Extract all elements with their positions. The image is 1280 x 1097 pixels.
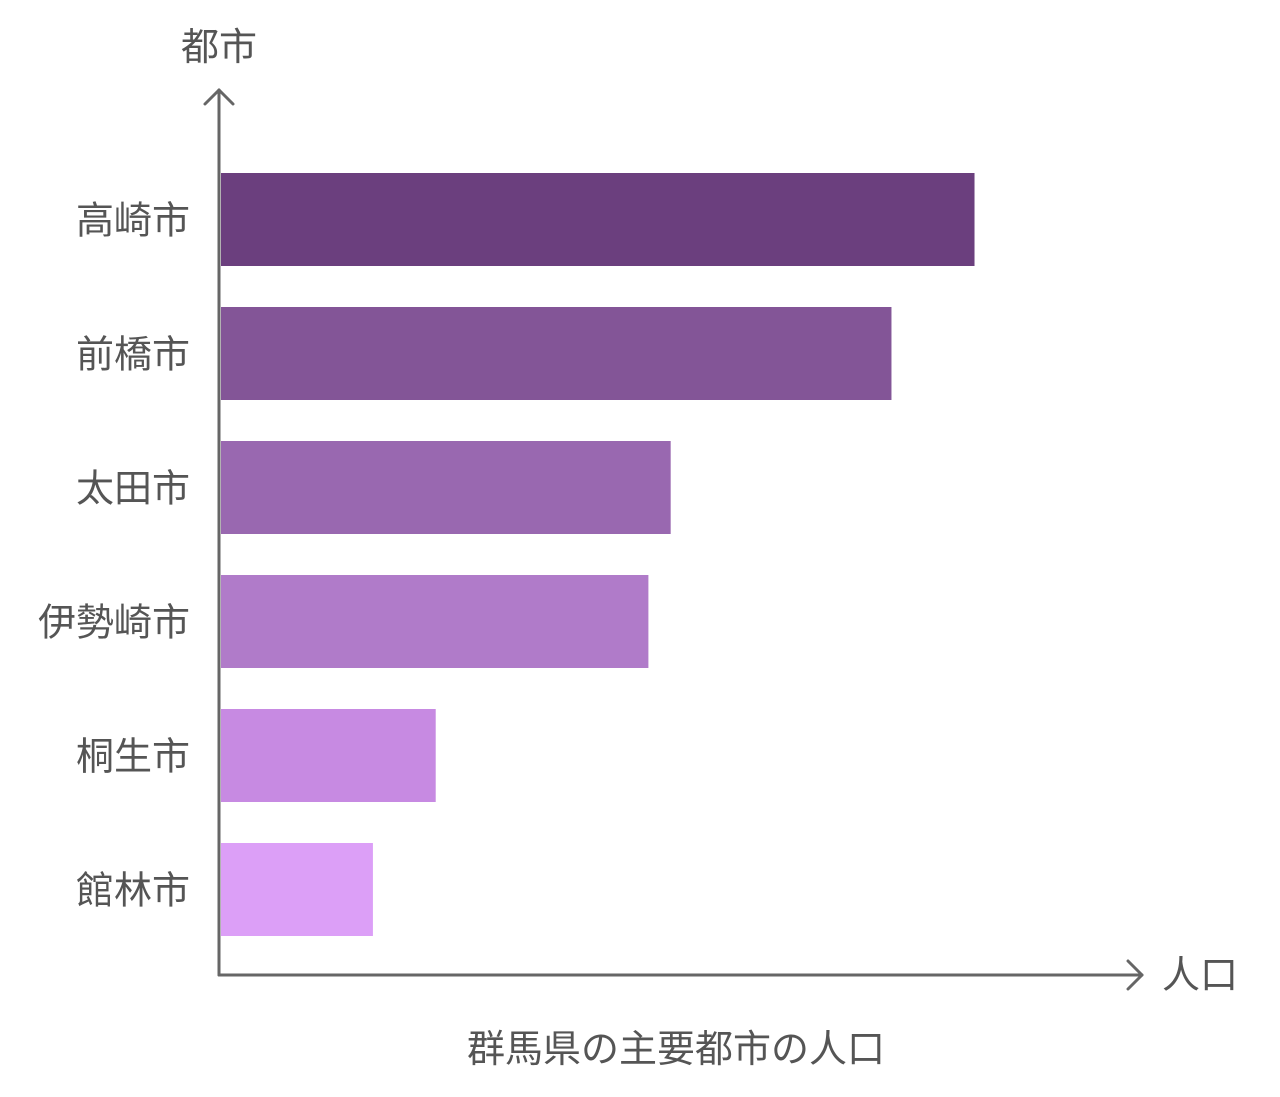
y-axis-label: 都市 — [181, 25, 257, 69]
y-axis — [203, 88, 235, 977]
category-label-3: 太田市 — [76, 467, 190, 511]
x-axis — [217, 959, 1144, 991]
bar-2 — [221, 307, 892, 400]
category-label-6: 館林市 — [76, 869, 190, 913]
bars-group — [221, 173, 975, 936]
bar-5 — [221, 709, 436, 802]
bar-3 — [221, 441, 671, 534]
chart-title: 群馬県の主要都市の人口 — [467, 1027, 885, 1071]
bar-6 — [221, 843, 373, 936]
category-label-2: 前橋市 — [76, 333, 190, 377]
x-axis-label: 人口 — [1162, 953, 1238, 997]
category-label-4: 伊勢崎市 — [38, 601, 190, 645]
category-label-5: 桐生市 — [76, 735, 190, 779]
category-label-1: 高崎市 — [76, 199, 190, 243]
bar-1 — [221, 173, 975, 266]
bar-4 — [221, 575, 649, 668]
